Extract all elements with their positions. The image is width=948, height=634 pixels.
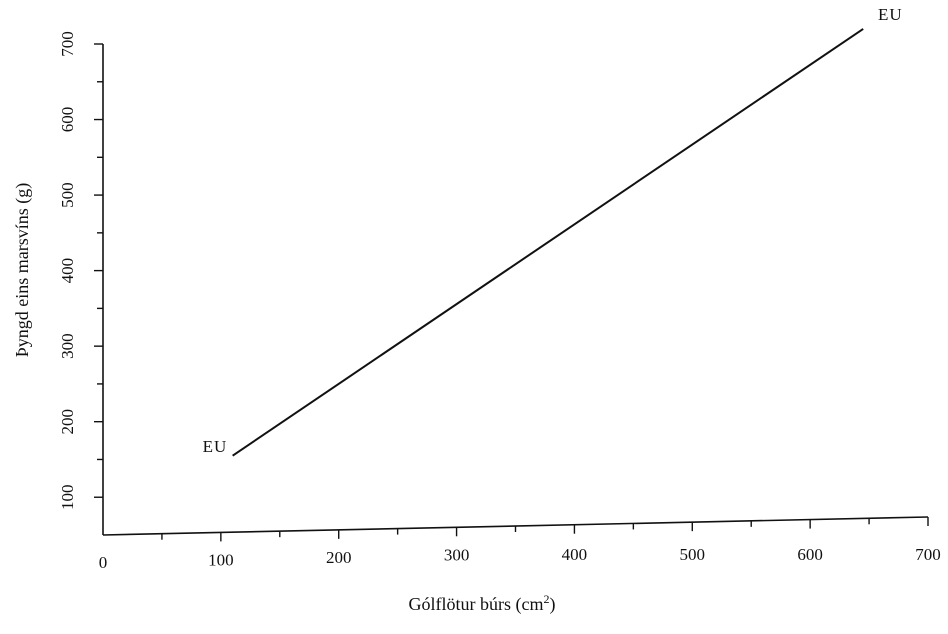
y-tick-label: 600 [58,107,77,132]
x-tick-label: 700 [915,545,941,564]
x-axis: 0 100 200 300 400 500 600 700 [99,516,941,572]
x-ticks [161,517,929,542]
x-tick-label: 600 [797,545,823,564]
x-tick-label: 400 [562,545,588,564]
annotation-layer: EU EU [203,5,903,456]
eu-annotation: EU [203,437,228,456]
x-tick-label: 100 [208,550,234,569]
y-tick-label: 200 [58,409,77,435]
series-layer [232,28,864,457]
y-tick-label: 500 [58,182,77,208]
y-tick-label: 700 [58,31,77,57]
x-tick-label: 0 [99,553,108,572]
y-ticks [94,43,103,498]
x-axis-title: Gólflötur búrs (cm2) [409,592,556,615]
x-tick-label: 200 [326,548,352,567]
y-tick-labels: 100 200 300 400 500 600 700 [58,31,77,510]
y-tick-label: 400 [58,258,77,284]
x-tick-label: 500 [680,545,706,564]
y-axis: 100 200 300 400 500 600 700 [58,31,104,535]
y-tick-label: 100 [58,484,77,510]
eu-annotation: EU [878,5,903,24]
y-tick-label: 300 [58,333,77,359]
y-axis-title: Þyngd eins marsvíns (g) [12,183,33,358]
x-tick-label: 300 [444,545,470,564]
series-line [232,28,864,457]
x-tick-labels: 0 100 200 300 400 500 600 700 [99,545,941,572]
